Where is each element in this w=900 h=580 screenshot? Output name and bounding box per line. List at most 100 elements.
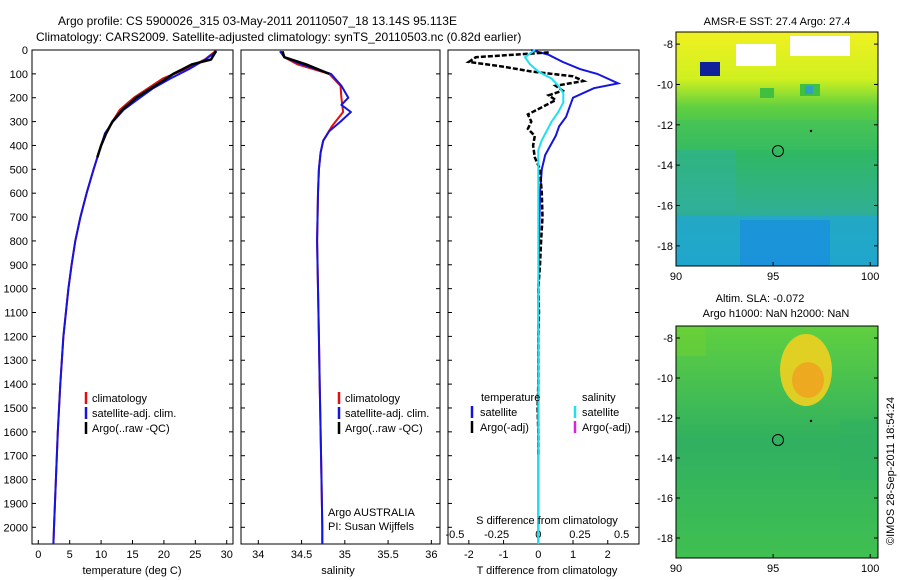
map-x-tick-label: 90	[670, 271, 682, 283]
map-x-tick-label: 90	[670, 563, 682, 575]
depth-tick-label: 600	[10, 188, 28, 200]
difference-tick-label: 0	[535, 549, 541, 561]
salinity-tick-label: 34	[252, 549, 264, 561]
map-y-tick-label: -14	[657, 160, 673, 172]
depth-tick-label: 200	[10, 93, 28, 105]
difference-xlabel: T difference from climatology	[477, 565, 618, 577]
difference-legend: temperature salinity satellite Argo(-adj…	[470, 392, 631, 434]
legend-label-satellite: satellite-adj. clim.	[92, 408, 176, 420]
sla-map-title2: Argo h1000: NaN h2000: NaN	[703, 308, 850, 320]
sla-map: Altim. SLA: -0.072 Argo h1000: NaN h2000…	[657, 293, 879, 575]
map-y-tick-label: -16	[657, 200, 673, 212]
difference-tick-label: -2	[464, 549, 474, 561]
depth-tick-label: 2000	[4, 522, 28, 534]
salinity-series	[279, 50, 352, 544]
depth-tick-label: 100	[10, 69, 28, 81]
salinity-axes	[240, 49, 441, 545]
salinity-xlabel: salinity	[321, 565, 355, 577]
map-y-tick-label: -8	[663, 333, 673, 345]
depth-tick-labels: 0 100 200 300 400 500 600 700 800 900 1000 1100 1200…	[4, 45, 639, 534]
depth-tick-label: 1100	[4, 308, 28, 320]
legend-label-satellite: satellite-adj. clim.	[345, 408, 429, 420]
temperature-tick-label: 30	[221, 549, 233, 561]
series-s-satellite	[523, 49, 565, 544]
title-line2: Climatology: CARS2009. Satellite-adjuste…	[36, 30, 521, 44]
map-x-tick-label: 100	[861, 563, 879, 575]
series-argo-raw-qc	[281, 50, 330, 76]
depth-tick-label: 500	[10, 164, 28, 176]
temperature-tick-label: 0	[35, 549, 41, 561]
map-x-tick-label: 100	[861, 271, 879, 283]
series-climatology	[279, 50, 345, 544]
legend-label-t-satellite: satellite	[480, 407, 517, 419]
sla-map-title1: Altim. SLA: -0.072	[716, 293, 805, 305]
sla-argo-dot	[809, 419, 813, 423]
temperature-tick-label: 20	[158, 549, 170, 561]
sst-map-frame	[675, 31, 879, 267]
series-t-satellite	[531, 49, 622, 544]
temperature-series	[52, 50, 218, 545]
difference-tick-label: 1	[570, 549, 576, 561]
series-t-argo-adj	[465, 51, 588, 456]
depth-tick-label: 1400	[4, 379, 28, 391]
map-y-tick-label: -8	[663, 39, 673, 51]
legend-label-argo: Argo(..raw -QC)	[92, 423, 170, 435]
depth-tick-label: 1300	[4, 355, 28, 367]
sla-argo-location-marker	[772, 434, 784, 446]
depth-tick-label: 1800	[4, 475, 28, 487]
difference-xlabel-top: S difference from climatology	[476, 515, 618, 527]
salinity-tick-label: 34.5	[291, 549, 312, 561]
depth-tick-label: 800	[10, 236, 28, 248]
depth-tick-label: 700	[10, 212, 28, 224]
legend-label-s-satellite: satellite	[582, 407, 619, 419]
annotation-argo-australia: Argo AUSTRALIA	[328, 507, 415, 519]
difference-salinity-tick-label: -0.5	[445, 529, 464, 541]
difference-salinity-tick-label: 0.25	[569, 529, 590, 541]
temperature-tick-label: 10	[95, 549, 107, 561]
map-y-tick-label: -12	[657, 413, 673, 425]
depth-tick-label: 1600	[4, 427, 28, 439]
map-y-tick-label: -14	[657, 453, 673, 465]
depth-tick-label: 0	[22, 45, 28, 57]
salinity-legend: climatology satellite-adj. clim. Argo(..…	[337, 392, 429, 435]
depth-tick-label: 400	[10, 140, 28, 152]
map-x-tick-label: 95	[767, 271, 779, 283]
legend-label-s-argo: Argo(-adj)	[582, 422, 631, 434]
sla-map-ticks: 90 95 100 -8 -10 -12 -14 -16 -18	[657, 333, 879, 575]
depth-tick-label: 1700	[4, 451, 28, 463]
temperature-xlabel: temperature (deg C)	[82, 565, 181, 577]
depth-tick-label: 900	[10, 260, 28, 272]
sla-map-frame	[675, 325, 879, 559]
temperature-axes	[31, 49, 234, 545]
depth-tick-label: 300	[10, 117, 28, 129]
sst-map-ticks: 90 95 100 -8 -10 -12 -14 -16 -18	[657, 39, 879, 283]
temperature-legend: climatology satellite-adj. clim. Argo(..…	[84, 392, 176, 435]
depth-tick-label: 1000	[4, 284, 28, 296]
depth-tick-label: 1900	[4, 498, 28, 510]
series-satellite-adj-clim	[279, 50, 352, 544]
depth-tick-label: 1500	[4, 403, 28, 415]
legend-label-argo: Argo(..raw -QC)	[345, 423, 423, 435]
temperature-tick-label: 15	[126, 549, 138, 561]
sst-map-title: AMSR-E SST: 27.4 Argo: 27.4	[704, 16, 851, 28]
map-y-tick-label: -10	[657, 79, 673, 91]
difference-tick-label: 2	[605, 549, 611, 561]
panel-ticks: 0 5 10 15 20 25 30 34 34.5 35 35.5 36 -2 -1 0 1 2 -0.5 -0.…	[35, 529, 629, 561]
map-y-tick-label: -10	[657, 373, 673, 385]
annotation-pi: PI: Susan Wijffels	[328, 521, 414, 533]
sst-argo-dot	[809, 129, 813, 133]
legend-header-temperature: temperature	[481, 392, 540, 404]
difference-salinity-tick-label: -0.25	[484, 529, 509, 541]
series-climatology	[52, 50, 217, 545]
sst-map: AMSR-E SST: 27.4 Argo: 27.4 90 95 100 -8 -10…	[657, 16, 879, 283]
temperature-tick-label: 25	[189, 549, 201, 561]
legend-label-climatology: climatology	[92, 393, 148, 405]
difference-salinity-tick-label: 0.5	[614, 529, 629, 541]
imos-watermark: ©IMOS 28-Sep-2011 18:54:24	[885, 397, 897, 545]
difference-tick-label: -1	[499, 549, 509, 561]
depth-tick-label: 1200	[4, 331, 28, 343]
temperature-tick-label: 5	[67, 549, 73, 561]
difference-series	[465, 49, 622, 544]
salinity-tick-label: 35	[339, 549, 351, 561]
